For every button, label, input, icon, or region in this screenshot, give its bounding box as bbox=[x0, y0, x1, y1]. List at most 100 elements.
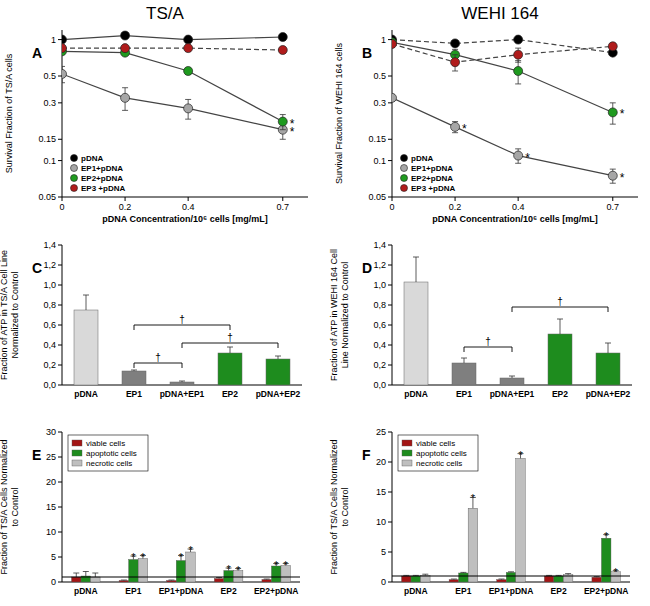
y-tick-label: 1,4 bbox=[373, 240, 386, 250]
error-bar bbox=[83, 295, 89, 310]
error-bar bbox=[557, 319, 563, 334]
significance-mark: † bbox=[227, 332, 233, 343]
significance-bracket bbox=[134, 363, 182, 368]
legend-swatch bbox=[71, 165, 78, 172]
y-tick-label: 5 bbox=[381, 547, 386, 557]
reference-line bbox=[392, 575, 630, 576]
legend-swatch bbox=[71, 175, 78, 182]
point bbox=[278, 117, 287, 126]
y-axis-label: Fraction of TS/A Cells Normalized bbox=[0, 440, 9, 575]
significance-mark: * bbox=[471, 492, 476, 504]
legend-label: viable cells bbox=[416, 439, 455, 448]
significance-mark: * bbox=[226, 563, 231, 575]
legend-swatch bbox=[402, 450, 412, 456]
plot-area bbox=[392, 35, 617, 183]
bar bbox=[404, 282, 428, 385]
bar bbox=[170, 382, 194, 385]
significance-mark: * bbox=[274, 559, 279, 571]
legend-swatch bbox=[401, 165, 408, 172]
y-tick bbox=[58, 160, 62, 161]
x-tick-label: 0 bbox=[389, 202, 394, 212]
point bbox=[514, 66, 523, 75]
x-axis-label: pDNA Concentration/10⁶ cells [mg/mL] bbox=[102, 214, 267, 224]
y-tick-label: 0,6 bbox=[43, 320, 56, 330]
error-bar bbox=[461, 358, 467, 363]
x-tick-label: EP2+pDNA bbox=[584, 586, 629, 596]
error-bar bbox=[275, 356, 281, 359]
legend-label: EP2+pDNA bbox=[411, 174, 453, 183]
plot-area bbox=[392, 454, 630, 582]
error-bar bbox=[413, 257, 419, 282]
x-axis-line bbox=[62, 197, 308, 198]
y-tick-label: 0,4 bbox=[373, 340, 386, 350]
y-tick bbox=[58, 305, 62, 306]
x-tick-label: EP2+pDNA bbox=[254, 586, 299, 596]
plot-area bbox=[62, 31, 287, 139]
legend-label: apoptotic cells bbox=[416, 449, 467, 458]
y-tick-label: 0.15 bbox=[38, 134, 56, 144]
legend-box bbox=[398, 435, 478, 471]
y-tick-label: 0.1 bbox=[373, 156, 386, 166]
x-tick bbox=[518, 197, 519, 201]
significance-mark: * bbox=[604, 530, 609, 542]
y-tick bbox=[58, 265, 62, 266]
point bbox=[451, 39, 460, 48]
y-axis-label: Fraction of ATP in TS/A Cell Line bbox=[0, 250, 9, 380]
y-tick bbox=[388, 197, 392, 198]
bar bbox=[176, 561, 186, 583]
y-tick bbox=[388, 522, 392, 523]
x-tick-label: pDNA bbox=[74, 389, 98, 399]
bar bbox=[218, 353, 242, 385]
x-tick-label: EP1+pDNA bbox=[489, 586, 534, 596]
point bbox=[608, 108, 617, 117]
y-tick bbox=[58, 457, 62, 458]
series-line bbox=[62, 48, 283, 50]
x-tick-label: EP1+pDNA bbox=[159, 586, 204, 596]
y-tick bbox=[388, 102, 392, 103]
x-tick-label: EP1 bbox=[125, 586, 141, 596]
bar bbox=[74, 310, 98, 385]
point bbox=[62, 69, 67, 78]
y-tick-label: 0,8 bbox=[43, 300, 56, 310]
significance-mark: † bbox=[557, 296, 563, 307]
x-tick bbox=[188, 197, 189, 201]
point bbox=[121, 93, 130, 102]
bar bbox=[506, 572, 516, 582]
point bbox=[121, 31, 130, 40]
y-axis-label: Fraction of ATP in WEHI 164 Cell bbox=[329, 249, 339, 381]
y-tick bbox=[388, 385, 392, 386]
y-tick-label: 1,0 bbox=[43, 280, 56, 290]
y-tick-label: 0,2 bbox=[43, 360, 56, 370]
figure: TS/AWEHI 164ASurvival Fraction of TS/A c… bbox=[0, 0, 650, 606]
y-tick bbox=[58, 582, 62, 583]
y-tick bbox=[58, 482, 62, 483]
error-bar bbox=[565, 574, 571, 575]
x-tick-label: pDNA bbox=[404, 586, 428, 596]
y-tick-label: 10 bbox=[376, 517, 386, 527]
bar bbox=[91, 577, 101, 582]
x-tick-label: EP2 bbox=[221, 586, 237, 596]
significance-mark: * bbox=[284, 559, 289, 571]
legend-swatch bbox=[71, 155, 78, 162]
bar bbox=[214, 579, 224, 583]
y-tick-label: 0,4 bbox=[43, 340, 56, 350]
y-axis-label: Fraction of TS/A Cells Normalized bbox=[329, 440, 339, 575]
y-tick bbox=[58, 432, 62, 433]
legend-swatch bbox=[402, 440, 412, 446]
y-tick-label: 0.5 bbox=[43, 71, 56, 81]
point bbox=[184, 66, 193, 75]
point bbox=[392, 93, 397, 102]
bar bbox=[468, 508, 478, 582]
y-axis-label: to Control bbox=[10, 487, 20, 526]
bar bbox=[452, 363, 476, 385]
point bbox=[62, 35, 67, 44]
y-tick-label: 0 bbox=[381, 577, 386, 587]
error-bar bbox=[131, 370, 137, 371]
panel-letter: D bbox=[362, 260, 372, 276]
y-tick-label: 0 bbox=[51, 577, 56, 587]
error-bar bbox=[509, 376, 515, 378]
series-line bbox=[392, 44, 613, 62]
legend-label: pDNA bbox=[411, 154, 433, 163]
error-bar bbox=[498, 579, 504, 581]
error-bar bbox=[227, 347, 233, 353]
